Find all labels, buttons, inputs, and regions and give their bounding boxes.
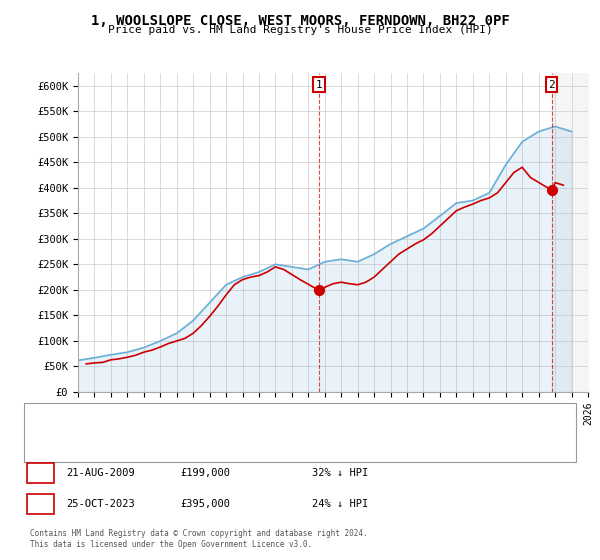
Text: £199,000: £199,000 [180, 468, 230, 478]
Text: 25-OCT-2023: 25-OCT-2023 [66, 499, 135, 509]
Text: Contains HM Land Registry data © Crown copyright and database right 2024.
This d: Contains HM Land Registry data © Crown c… [30, 529, 368, 549]
Text: ——: —— [42, 437, 57, 450]
Text: HPI: Average price, detached house, Dorset: HPI: Average price, detached house, Dors… [78, 438, 304, 447]
Text: 24% ↓ HPI: 24% ↓ HPI [312, 499, 368, 509]
Text: 32% ↓ HPI: 32% ↓ HPI [312, 468, 368, 478]
Text: 2: 2 [548, 80, 555, 90]
Text: 2: 2 [37, 499, 44, 509]
Text: 1, WOOLSLOPE CLOSE, WEST MOORS, FERNDOWN, BH22 0PF (detached house): 1, WOOLSLOPE CLOSE, WEST MOORS, FERNDOWN… [78, 418, 438, 427]
Text: Price paid vs. HM Land Registry's House Price Index (HPI): Price paid vs. HM Land Registry's House … [107, 25, 493, 35]
Text: 1, WOOLSLOPE CLOSE, WEST MOORS, FERNDOWN, BH22 0PF: 1, WOOLSLOPE CLOSE, WEST MOORS, FERNDOWN… [91, 14, 509, 28]
Text: 1: 1 [37, 468, 44, 478]
Text: 21-AUG-2009: 21-AUG-2009 [66, 468, 135, 478]
Text: ——: —— [42, 416, 57, 428]
Text: 1: 1 [316, 80, 322, 90]
Text: £395,000: £395,000 [180, 499, 230, 509]
